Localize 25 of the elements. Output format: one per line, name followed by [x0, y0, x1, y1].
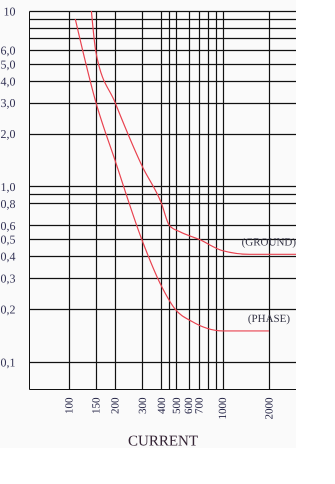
- y-tick-label: 6,0: [0, 43, 16, 58]
- y-tick-label: 5,0: [0, 57, 16, 72]
- x-axis-title: CURRENT: [128, 434, 198, 450]
- y-tick-label: 0,8: [0, 196, 16, 211]
- y-tick-label: 3,0: [0, 96, 16, 110]
- x-tick-label: 700: [193, 397, 206, 414]
- y-tick-label: 1,0: [0, 180, 16, 194]
- y-tick-label: 10: [4, 4, 16, 18]
- x-tick-label: 1000: [217, 397, 230, 420]
- y-tick-label: 0,3: [0, 272, 16, 286]
- x-tick-label: 300: [136, 397, 149, 414]
- x-tick-label: 100: [63, 397, 76, 414]
- y-tick-label: 0,6: [0, 218, 16, 233]
- x-tick-label: 150: [90, 397, 102, 414]
- x-tick-label: 2000: [263, 397, 276, 420]
- y-tick-label: 0,4: [0, 250, 16, 264]
- y-tick-label: 0,2: [0, 302, 16, 317]
- y-tick-label: 2,0: [0, 127, 16, 142]
- y-tick-label: 0,5: [0, 232, 16, 247]
- y-tick-label: 4,0: [0, 74, 16, 88]
- y-tick-label: 0,1: [0, 355, 16, 370]
- x-tick-label: 600: [183, 397, 196, 414]
- x-tick-label: 200: [110, 397, 122, 414]
- x-tick-label: 400: [156, 397, 168, 414]
- x-tick-label: 500: [170, 397, 183, 414]
